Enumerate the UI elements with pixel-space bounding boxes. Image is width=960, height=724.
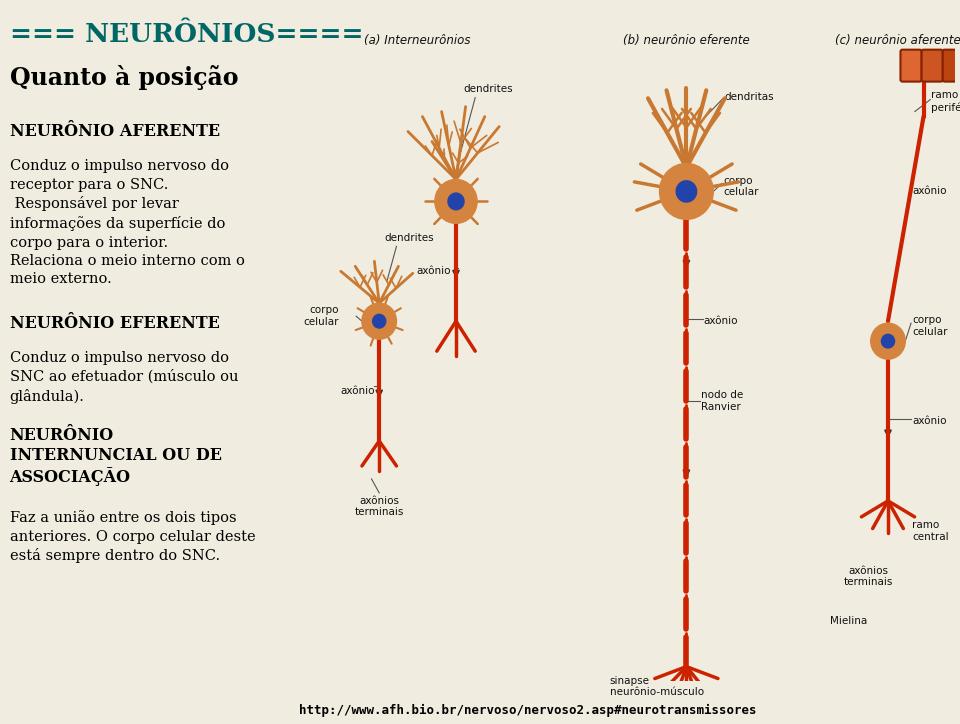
Text: dendritas: dendritas xyxy=(725,92,775,101)
Text: Conduz o impulso nervoso do
SNC ao efetuador (músculo ou
glândula).: Conduz o impulso nervoso do SNC ao efetu… xyxy=(10,351,238,404)
Text: dendrites: dendrites xyxy=(384,233,434,243)
Text: ramo
periférico: ramo periférico xyxy=(931,90,960,113)
Circle shape xyxy=(676,181,697,202)
Text: corpo
celular: corpo celular xyxy=(723,176,758,197)
Text: (a) Interneurônios: (a) Interneurônios xyxy=(365,34,470,47)
Text: axônio: axônio xyxy=(912,416,947,426)
Circle shape xyxy=(881,334,895,348)
Circle shape xyxy=(372,314,386,328)
Text: dendrites: dendrites xyxy=(464,83,514,93)
Text: axônio: axônio xyxy=(417,266,451,277)
Text: ramo
central: ramo central xyxy=(912,520,948,542)
FancyBboxPatch shape xyxy=(900,50,922,82)
Text: nodo de
Ranvier: nodo de Ranvier xyxy=(701,390,743,412)
Text: Conduz o impulso nervoso do
receptor para o SNC.
 Responsável por levar
informaç: Conduz o impulso nervoso do receptor par… xyxy=(10,159,245,287)
Text: NEURÔNIO AFERENTE: NEURÔNIO AFERENTE xyxy=(10,123,220,140)
Text: corpo
celular: corpo celular xyxy=(303,306,339,327)
Circle shape xyxy=(435,180,477,224)
Circle shape xyxy=(660,164,713,219)
Circle shape xyxy=(362,303,396,339)
Text: http://www.afh.bio.br/nervoso/nervoso2.asp#neurotransmissores: http://www.afh.bio.br/nervoso/nervoso2.a… xyxy=(300,704,756,717)
Text: corpo
celular: corpo celular xyxy=(912,316,948,337)
Text: NEURÔNIO
INTERNUNCIAL OU DE
ASSOCIAÇÃO: NEURÔNIO INTERNUNCIAL OU DE ASSOCIAÇÃO xyxy=(10,427,222,486)
FancyBboxPatch shape xyxy=(943,50,960,82)
Text: axônio: axônio xyxy=(340,386,374,396)
Text: (c) neurônio aferente: (c) neurônio aferente xyxy=(835,34,960,47)
Circle shape xyxy=(871,323,905,359)
Text: === NEURÔNIOS====: === NEURÔNIOS==== xyxy=(10,22,363,47)
FancyBboxPatch shape xyxy=(655,709,718,724)
Circle shape xyxy=(448,193,464,210)
Text: sinapse
neurônio-músculo: sinapse neurônio-músculo xyxy=(610,675,704,697)
Text: axônios
terminais: axônios terminais xyxy=(354,496,404,518)
Text: Mielina: Mielina xyxy=(830,615,868,626)
Text: Quanto à posição: Quanto à posição xyxy=(10,65,238,90)
FancyBboxPatch shape xyxy=(922,50,943,82)
Text: axônio: axônio xyxy=(912,186,947,196)
Text: (b) neurônio eferente: (b) neurônio eferente xyxy=(623,34,750,47)
Text: Faz a união entre os dois tipos
anteriores. O corpo celular deste
está sempre de: Faz a união entre os dois tipos anterior… xyxy=(10,510,255,563)
Text: axônio: axônio xyxy=(704,316,738,327)
Text: NEURÔNIO EFERENTE: NEURÔNIO EFERENTE xyxy=(10,315,220,332)
Text: axônios
terminais: axônios terminais xyxy=(844,565,894,587)
